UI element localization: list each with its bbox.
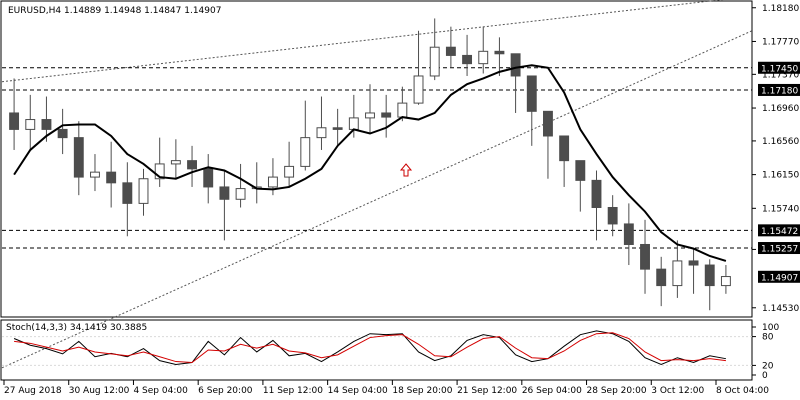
- candle-body: [607, 206, 618, 225]
- time-tick-label: 18 Sep 20:00: [392, 386, 452, 396]
- time-tick-label: 21 Sep 12:00: [457, 386, 517, 396]
- candle-body: [122, 182, 133, 204]
- candle-body: [57, 128, 68, 139]
- time-tick-label: 6 Sep 20:00: [198, 386, 253, 396]
- level-label: 1.17450: [761, 64, 798, 74]
- candle-body: [106, 171, 117, 184]
- stoch-tick-label: 100: [762, 323, 779, 333]
- stoch-panel: [0, 319, 753, 381]
- time-tick-label: 28 Sep 20:00: [587, 386, 647, 396]
- candle-body: [284, 165, 295, 178]
- candle-body: [90, 171, 100, 178]
- stoch-tick-label: 20: [762, 361, 774, 371]
- candle-body: [332, 127, 343, 130]
- candle-body: [300, 137, 311, 167]
- candle-body: [203, 168, 214, 188]
- time-tick-label: 26 Sep 04:00: [522, 386, 582, 396]
- stoch-signal-line: [14, 332, 726, 364]
- candle-body: [543, 110, 553, 137]
- candle-body: [462, 54, 473, 65]
- level-label-box: [758, 61, 800, 74]
- time-tick-label: 11 Sep 12:00: [263, 386, 323, 396]
- moving-average-path: [13, 64, 727, 262]
- trend-channel-line: [1, 0, 724, 83]
- price-tick-label: 1.16560: [762, 137, 799, 147]
- trend-channel-line: [1, 30, 753, 369]
- stoch-indicator-label: Stoch(14,3,3) 34.1419 30.3885: [6, 323, 147, 333]
- trend-channel: [1, 0, 753, 369]
- candle-body: [559, 135, 570, 162]
- candle-body: [73, 137, 84, 178]
- price-tick-label: 1.17370: [762, 70, 799, 80]
- price-labels: 1.17450 1.17180 1.15472 1.15257 1.14907: [758, 61, 800, 283]
- candle-body: [445, 46, 456, 56]
- chart-header-symbol: EURUSD,H4: [8, 6, 61, 16]
- level-label: 1.15257: [761, 245, 798, 255]
- up-arrow-icon: [399, 163, 413, 177]
- price-panel: [0, 0, 753, 318]
- time-tick-label: 8 Oct 04:00: [716, 386, 769, 396]
- time-tick-label: 3 Oct 12:00: [651, 386, 704, 396]
- level-label-box: [758, 83, 800, 96]
- current-price-label: 1.14907: [761, 273, 798, 283]
- level-label: 1.15472: [761, 227, 798, 237]
- candle-body: [720, 276, 731, 287]
- candle-body: [25, 119, 36, 130]
- price-axis: 1.18180 1.17770 1.17370 1.16960 1.16560 1.161…: [752, 4, 799, 314]
- candle-body: [348, 117, 359, 130]
- stoch-tick-label: 80: [762, 333, 774, 343]
- price-tick-label: 1.17770: [762, 37, 799, 47]
- candle-body: [672, 260, 683, 287]
- price-tick-label: 1.18180: [762, 4, 799, 14]
- candle-body: [154, 163, 165, 180]
- moving-average-line: [13, 64, 727, 262]
- candle-body: [381, 112, 392, 118]
- price-tick-label: 1.16960: [762, 104, 799, 114]
- candle-body: [170, 160, 181, 165]
- candle-body: [656, 268, 667, 287]
- candle-body: [365, 112, 375, 119]
- candle-body: [235, 188, 246, 200]
- stochastic-lines: [2, 330, 752, 366]
- time-tick-label: 30 Aug 12:00: [69, 386, 130, 396]
- candle-body: [478, 50, 489, 65]
- stoch-tick-label: 0: [762, 371, 768, 381]
- level-label-box: [758, 242, 800, 255]
- level-label-box: [758, 224, 800, 237]
- candle-body: [9, 112, 20, 130]
- candle-body: [591, 179, 602, 208]
- candle-body: [397, 102, 408, 118]
- candle-body: [494, 50, 505, 55]
- candle-body: [267, 176, 278, 188]
- candle-body: [704, 264, 715, 287]
- time-tick-label: 4 Sep 04:00: [133, 386, 188, 396]
- candle-body: [688, 260, 699, 266]
- time-tick-label: 14 Sep 04:00: [328, 386, 388, 396]
- candle-body: [640, 243, 650, 270]
- chart-header-ohlc: 1.14889 1.14948 1.14847 1.14907: [64, 6, 221, 16]
- candle-body: [429, 46, 440, 77]
- candle-body: [510, 53, 521, 77]
- price-tick-label: 1.15740: [762, 204, 799, 214]
- candle-body: [316, 127, 327, 139]
- candle-body: [187, 160, 197, 170]
- candle-body: [575, 160, 586, 181]
- candle-body: [41, 119, 52, 130]
- candlestick-series: [9, 18, 731, 311]
- candle-body: [413, 75, 424, 104]
- level-label: 1.17180: [761, 86, 798, 96]
- price-tick-label: 1.14530: [762, 304, 799, 314]
- current-price-box: [758, 270, 800, 283]
- candle-body: [219, 186, 230, 200]
- price-tick-label: 1.16150: [762, 171, 799, 181]
- time-tick-label: 27 Aug 2018: [4, 386, 62, 396]
- candle-body: [138, 178, 149, 204]
- time-axis: 27 Aug 2018 30 Aug 12:00 4 Sep 04:00 6 Sep …: [3, 380, 769, 396]
- candle-body: [526, 75, 537, 112]
- candle-body: [623, 223, 634, 245]
